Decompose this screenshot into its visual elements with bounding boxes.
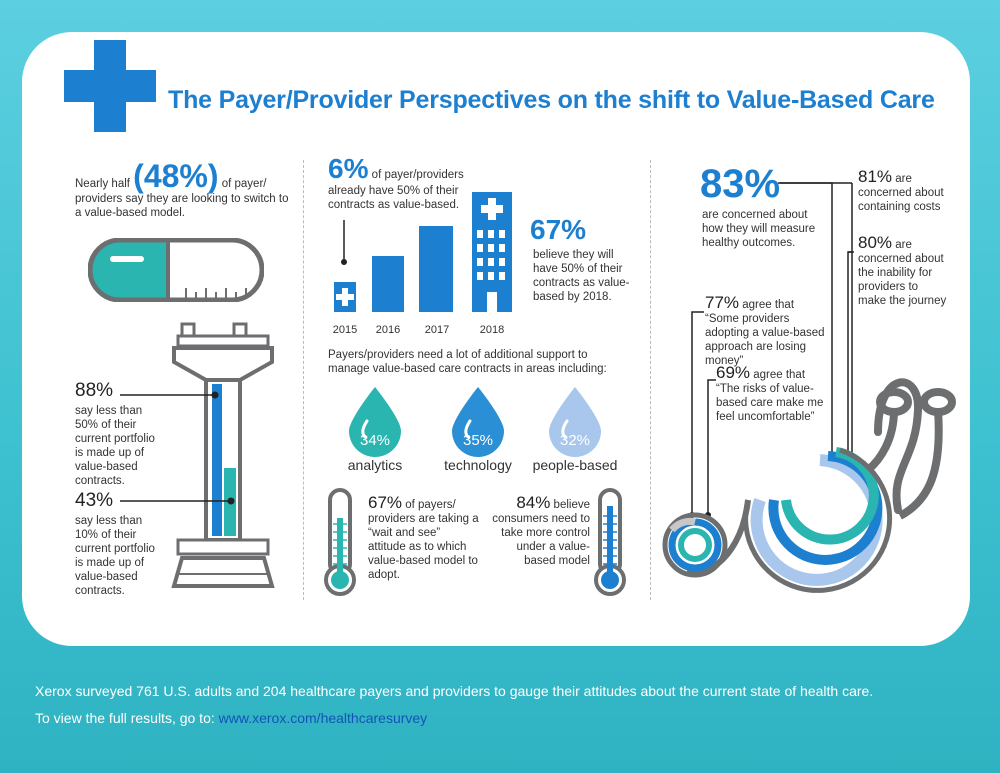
stat-43-pointer (120, 497, 235, 505)
stat-43-text: say less than 10% of their current portf… (75, 515, 155, 597)
stat-wait-67: 67% of payers/ providers are taking a “w… (368, 493, 480, 582)
stat-wait-67-pct: 67% (368, 493, 403, 512)
stat-84-pct: 84% (516, 493, 551, 512)
stat-6: 6% of payer/providers already have 50% o… (328, 154, 468, 212)
thermometer-right-icon (594, 488, 626, 596)
stat-83-pct: 83% (700, 162, 781, 206)
stat-81: 81% are concerned about containing costs (858, 167, 948, 214)
stat-wait-67-text-rest: providers are taking a “wait and see” at… (368, 513, 479, 581)
support-text: Payers/providers need a lot of additiona… (328, 349, 607, 375)
column-divider-right (650, 160, 651, 600)
drop-people-based-pct: 32% (559, 432, 591, 449)
stat-83-text: are concerned about how they will measur… (702, 209, 816, 249)
nearly-half-stat: Nearly half (48%) of payer/ providers sa… (75, 160, 290, 220)
footer-survey-text: Xerox surveyed 761 U.S. adults and 204 h… (35, 683, 874, 699)
drop-people-based-icon (549, 387, 601, 457)
stat-67-text: believe they will have 50% of their cont… (533, 249, 630, 303)
stat-81-pct: 81% (858, 167, 893, 186)
page-title: The Payer/Provider Perspectives on the s… (168, 86, 935, 114)
stat-43-pct: 43% (75, 490, 114, 511)
stat-69-text-1: agree that (753, 369, 806, 381)
drop-people-based-label: people-based (532, 457, 618, 473)
stat-84-text-1: believe (553, 499, 590, 511)
healthcare-survey-link[interactable]: www.xerox.com/healthcaresurvey (218, 710, 428, 726)
stat-wait-67-text-1: of payers/ (405, 499, 456, 511)
stat-80: 80% are concerned about the inability fo… (858, 233, 948, 308)
stat-84: 84% believe consumers need to take more … (486, 493, 590, 568)
stat-80-text-rest: concerned about the inability for provid… (858, 253, 947, 307)
nearly-half-pct: (48%) (133, 158, 219, 194)
pill-icon (88, 238, 264, 302)
stat-69-pct: 69% (716, 363, 751, 382)
column-divider-left (303, 160, 304, 600)
nearly-half-prefix: Nearly half (75, 178, 130, 190)
nearly-half-suffix: of payer/ (221, 178, 267, 190)
year-label-2017: 2017 (424, 324, 450, 336)
stat-6-text-rest: already have 50% of their contracts as v… (328, 185, 460, 211)
stat-80-text-1: are (895, 239, 912, 251)
footer-results-line: To view the full results, go to: www.xer… (35, 710, 427, 726)
stat-81-text-1: are (895, 173, 912, 185)
year-label-2016: 2016 (375, 324, 401, 336)
stat-69: 69% agree that “The risks of value-based… (716, 363, 826, 424)
nearly-half-rest: providers say they are looking to switch… (75, 193, 289, 219)
syringe-gauge-icon (171, 322, 275, 588)
thermometer-left-icon (324, 488, 356, 596)
stat-77-text-rest: “Some providers adopting a value-based a… (705, 313, 825, 367)
stethoscope-rings-icon (662, 182, 956, 593)
drop-analytics-label: analytics (347, 457, 403, 473)
stat-81-text-rest: concerned about containing costs (858, 187, 944, 213)
stat-77-text-1: agree that (742, 299, 795, 311)
drop-technology-icon (452, 387, 504, 457)
drop-technology-pct: 35% (462, 432, 494, 449)
footer-results-prefix: To view the full results, go to: (35, 710, 215, 726)
year-label-2018: 2018 (479, 324, 505, 336)
stat-6-text-1: of payer/providers (371, 169, 464, 181)
drop-analytics-icon (349, 387, 401, 457)
stat-77: 77% agree that “Some providers adopting … (705, 293, 825, 368)
stat-6-pct: 6% (328, 153, 369, 184)
stat-80-pct: 80% (858, 233, 893, 252)
stat-84-text-rest: consumers need to take more control unde… (492, 513, 590, 567)
stat-67-pct: 67% (530, 214, 587, 245)
stat-88-text: say less than 50% of their current portf… (75, 405, 155, 487)
drop-technology-label: technology (444, 457, 512, 473)
stat-88-pct: 88% (75, 380, 114, 401)
drop-analytics-pct: 34% (359, 432, 391, 449)
growth-bar-chart (334, 192, 512, 312)
stat-77-pct: 77% (705, 293, 740, 312)
medical-cross-icon (64, 40, 156, 132)
year-label-2015: 2015 (332, 324, 358, 336)
stat-88-pointer (120, 391, 219, 399)
stat-69-text-rest: “The risks of value-based care make me f… (716, 383, 824, 423)
